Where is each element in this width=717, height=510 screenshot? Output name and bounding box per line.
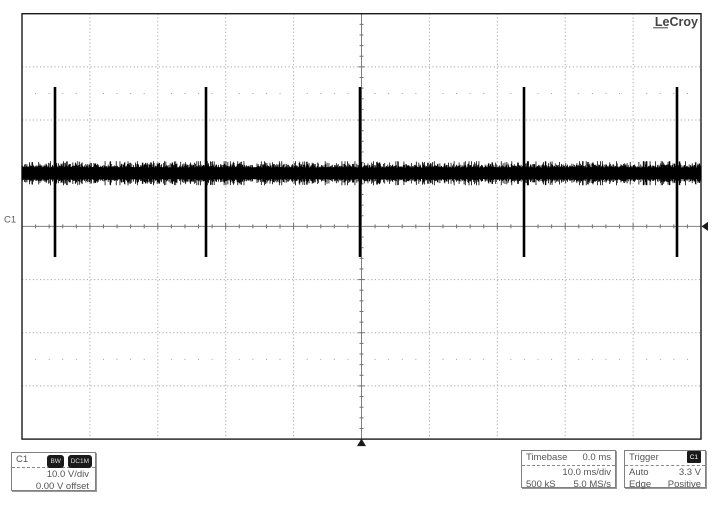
svg-text:LeCroy: LeCroy: [655, 15, 698, 29]
svg-text:C1: C1: [4, 215, 16, 226]
